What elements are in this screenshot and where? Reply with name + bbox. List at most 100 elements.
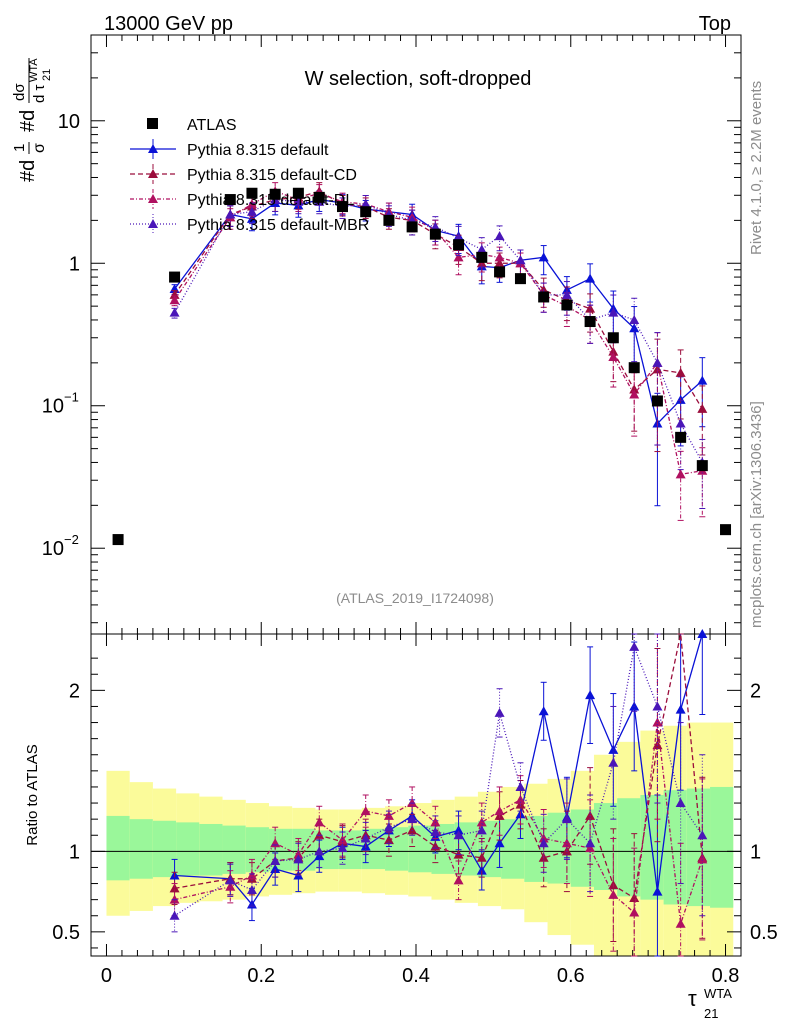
series-marker-main <box>561 289 572 299</box>
ratio-y-tick-label-left: 0.5 <box>52 922 80 944</box>
x-tick-label: 0 <box>101 965 112 987</box>
series-marker-main <box>608 307 619 317</box>
band-inner-2 <box>152 820 177 878</box>
series-marker-ratio <box>538 838 549 848</box>
band-inner-6 <box>245 827 269 873</box>
uncertainty-bands <box>106 722 734 956</box>
legend-label: ATLAS <box>187 117 237 134</box>
series-marker-ratio <box>652 886 663 896</box>
legend-entry-4: Pythia 8.315 default-MBR <box>130 214 369 234</box>
series-marker-ratio <box>608 889 619 899</box>
series-marker-ratio <box>585 843 596 853</box>
series-marker-ratio <box>629 907 640 917</box>
series-marker-main <box>246 206 257 216</box>
series-marker-ratio <box>476 817 487 827</box>
series-marker-main <box>169 289 180 299</box>
band-inner-12 <box>385 827 409 871</box>
band-inner-25 <box>686 788 711 907</box>
legend-label: Pythia 8.315 default-MBR <box>187 217 369 234</box>
legend-marker <box>148 169 158 178</box>
x-tick-label: 0.2 <box>247 965 275 987</box>
svg-text:#d: #d <box>17 110 39 132</box>
series-marker-ratio <box>169 883 180 893</box>
series-marker-ratio <box>476 852 487 862</box>
atlas-marker <box>584 316 596 328</box>
main-y-tick-base: 10 <box>58 111 80 133</box>
series-marker-main <box>494 252 505 262</box>
series-marker-ratio <box>360 806 371 816</box>
atlas-marker <box>169 271 181 283</box>
main-y-tick-base: 1 <box>69 253 80 275</box>
legend-atlas-marker <box>147 118 158 129</box>
ratio-y-tick-label-right: 2 <box>750 680 761 702</box>
series-marker-ratio <box>476 825 487 835</box>
atlas-marker <box>292 187 304 199</box>
series-marker-main <box>629 314 640 324</box>
main-y-tick-label: 10 <box>58 111 80 133</box>
legend-label: Pythia 8.315 default-DL <box>187 192 354 209</box>
legend-label: Pythia 8.315 default <box>187 142 329 159</box>
series-marker-ratio <box>225 881 236 891</box>
analysis-watermark: (ATLAS_2019_I1724098) <box>336 590 494 606</box>
svg-text:#d: #d <box>17 160 39 182</box>
series-marker-ratio <box>629 641 640 651</box>
series-marker-main <box>675 469 686 479</box>
series-marker-main <box>453 252 464 262</box>
series-marker-main <box>494 231 505 241</box>
legend-marker <box>148 219 158 228</box>
series-marker-main <box>697 375 708 385</box>
atlas-marker <box>538 291 550 303</box>
series-marker-ratio <box>246 870 257 880</box>
ratio-y-tick-label-left: 2 <box>69 680 80 702</box>
x-axis-label-sup: WTA <box>704 986 732 1001</box>
series-marker-ratio <box>538 833 549 843</box>
data-series <box>112 182 732 957</box>
series-marker-ratio <box>675 798 686 808</box>
series-marker-ratio <box>515 781 526 791</box>
band-inner-8 <box>292 828 316 871</box>
atlas-marker <box>607 332 619 344</box>
energy-label: 13000 GeV pp <box>104 13 233 35</box>
series-marker-main <box>225 209 236 219</box>
series-marker-ratio <box>697 854 708 864</box>
series-marker-ratio <box>494 707 505 717</box>
atlas-marker <box>360 206 372 218</box>
series-marker-ratio <box>246 884 257 894</box>
legend-entry-2: Pythia 8.315 default-CD <box>130 164 357 184</box>
series-marker-main <box>585 273 596 283</box>
main-y-tick-base: 10 <box>42 538 64 560</box>
series-marker-ratio <box>407 825 418 835</box>
series-marker-ratio <box>494 838 505 848</box>
series-marker-main <box>629 323 640 333</box>
series-marker-ratio <box>561 814 572 824</box>
series-marker-ratio <box>360 833 371 843</box>
main-y-tick-exp: −2 <box>64 532 79 547</box>
series-marker-ratio <box>430 827 441 837</box>
band-inner-4 <box>199 823 223 876</box>
series-marker-main <box>515 255 526 265</box>
series-line-ratio <box>174 722 703 925</box>
series-marker-ratio <box>453 830 464 840</box>
series-marker-ratio <box>314 817 325 827</box>
ratio-y-tick-label-right: 0.5 <box>750 922 778 944</box>
legend: ATLAS Pythia 8.315 default Pythia 8.315 de… <box>130 117 369 234</box>
atlas-marker <box>561 299 573 311</box>
series-marker-ratio <box>538 706 549 716</box>
atlas-data <box>112 187 732 546</box>
series-line-main <box>174 190 703 410</box>
series-marker-ratio <box>270 856 281 866</box>
legend-entry-1: Pythia 8.315 default <box>130 139 329 159</box>
main-y-tick-exp: −1 <box>64 390 79 405</box>
svg-text:d τ: d τ <box>31 84 48 103</box>
series-marker-main <box>293 196 304 206</box>
atlas-marker <box>429 228 441 240</box>
main-y-tick-label: 10 −1 <box>42 390 79 418</box>
series-marker-ratio <box>585 690 596 700</box>
legend-label: Pythia 8.315 default-CD <box>187 167 357 184</box>
series-marker-ratio <box>697 830 708 840</box>
series-marker-main <box>476 244 487 254</box>
series-marker-main <box>608 351 619 361</box>
atlas-marker <box>476 251 488 263</box>
band-inner-22 <box>617 798 641 897</box>
atlas-marker <box>269 188 281 200</box>
